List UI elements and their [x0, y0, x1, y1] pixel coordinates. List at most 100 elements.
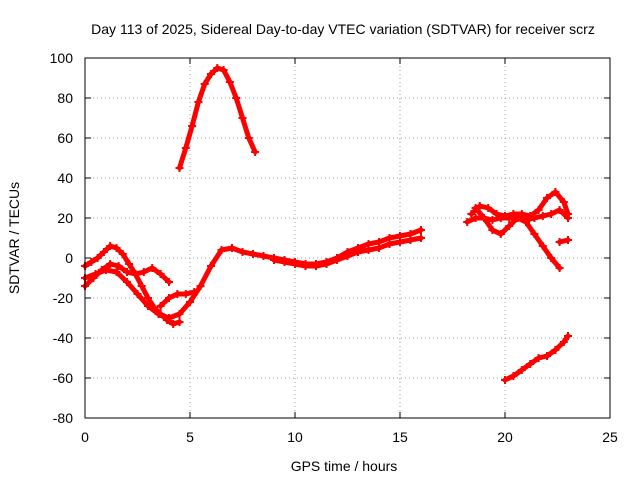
data-point [480, 214, 488, 222]
data-point [270, 256, 278, 264]
data-point [484, 204, 493, 212]
data-point [280, 258, 289, 266]
data-point [217, 246, 226, 254]
data-point [188, 122, 197, 130]
data-point [559, 338, 568, 346]
data-point [93, 254, 102, 262]
x-tick-label: 20 [497, 429, 513, 445]
data-point [343, 252, 352, 260]
data-point [244, 134, 253, 142]
data-point [91, 270, 100, 278]
series-group [81, 64, 572, 384]
data-point [259, 252, 268, 260]
data-point [526, 360, 535, 368]
data-point [543, 352, 551, 360]
data-point [173, 290, 182, 298]
data-point [139, 268, 148, 276]
data-point [181, 144, 190, 152]
y-tick-label: 0 [65, 250, 73, 266]
data-point [213, 64, 222, 72]
data-point [555, 238, 564, 246]
chart-title: Day 113 of 2025, Sidereal Day-to-day VTE… [91, 21, 595, 37]
data-point [219, 66, 228, 74]
y-tick-label: -20 [53, 290, 73, 306]
data-point [417, 234, 425, 242]
data-point [333, 256, 341, 264]
data-point [417, 226, 425, 234]
y-tick-label: 100 [50, 50, 74, 66]
data-point [522, 216, 530, 224]
data-point [175, 310, 184, 318]
data-point [534, 354, 543, 362]
data-point [200, 80, 209, 88]
data-point [564, 236, 572, 244]
y-tick-label: 40 [57, 170, 73, 186]
data-point [488, 226, 497, 234]
data-point [471, 214, 480, 222]
data-point [106, 242, 115, 250]
data-point [551, 188, 560, 196]
data-point [165, 278, 173, 286]
data-point [194, 98, 203, 106]
x-axis-label: GPS time / hours [291, 458, 398, 474]
data-point [238, 114, 247, 122]
data-point [471, 204, 480, 212]
data-point [238, 248, 247, 256]
data-point [496, 214, 505, 222]
data-point [196, 282, 205, 290]
data-point [106, 260, 115, 268]
data-point [534, 206, 543, 214]
data-point [228, 244, 236, 252]
data-point [186, 298, 194, 306]
data-point [249, 250, 257, 258]
data-point [175, 164, 184, 172]
x-tick-label: 25 [602, 429, 618, 445]
data-point [181, 290, 190, 298]
data-point [87, 258, 96, 266]
data-point [547, 254, 556, 262]
y-tick-label: 60 [57, 130, 73, 146]
data-point [225, 78, 234, 86]
y-tick-label: -40 [53, 330, 73, 346]
data-point [291, 260, 299, 268]
data-point [467, 210, 476, 218]
data-point [251, 148, 260, 156]
data-point [488, 216, 497, 224]
data-point [131, 270, 140, 278]
data-point [501, 376, 509, 384]
data-point [312, 262, 320, 270]
y-tick-label: -80 [53, 410, 73, 426]
data-point [406, 236, 415, 244]
data-point [148, 264, 157, 272]
data-point [517, 366, 526, 374]
data-point [156, 302, 165, 310]
data-point [385, 240, 394, 248]
data-point [232, 94, 241, 102]
data-point [322, 260, 331, 268]
y-tick-label: 80 [57, 90, 73, 106]
data-point [555, 206, 564, 214]
data-point [137, 282, 146, 290]
y-tick-label: -60 [53, 370, 73, 386]
data-point [475, 202, 484, 210]
data-point [165, 314, 173, 322]
data-point [538, 242, 547, 250]
data-point [543, 194, 551, 202]
data-point [463, 218, 472, 226]
data-point [123, 278, 131, 286]
data-point [207, 262, 215, 270]
data-point [375, 244, 383, 252]
data-point [165, 294, 173, 302]
data-point [144, 302, 152, 310]
data-point [364, 246, 373, 254]
data-point [559, 198, 568, 206]
data-point [505, 214, 514, 222]
data-point [538, 212, 547, 220]
data-point [530, 214, 539, 222]
axis-ticks: 0 5 10 15 20 25 -80 -60 -40 -20 0 20 40 60 80 100 [50, 50, 618, 445]
data-point [505, 222, 514, 230]
data-point [102, 266, 110, 274]
data-point [123, 268, 131, 276]
data-point [154, 310, 163, 318]
